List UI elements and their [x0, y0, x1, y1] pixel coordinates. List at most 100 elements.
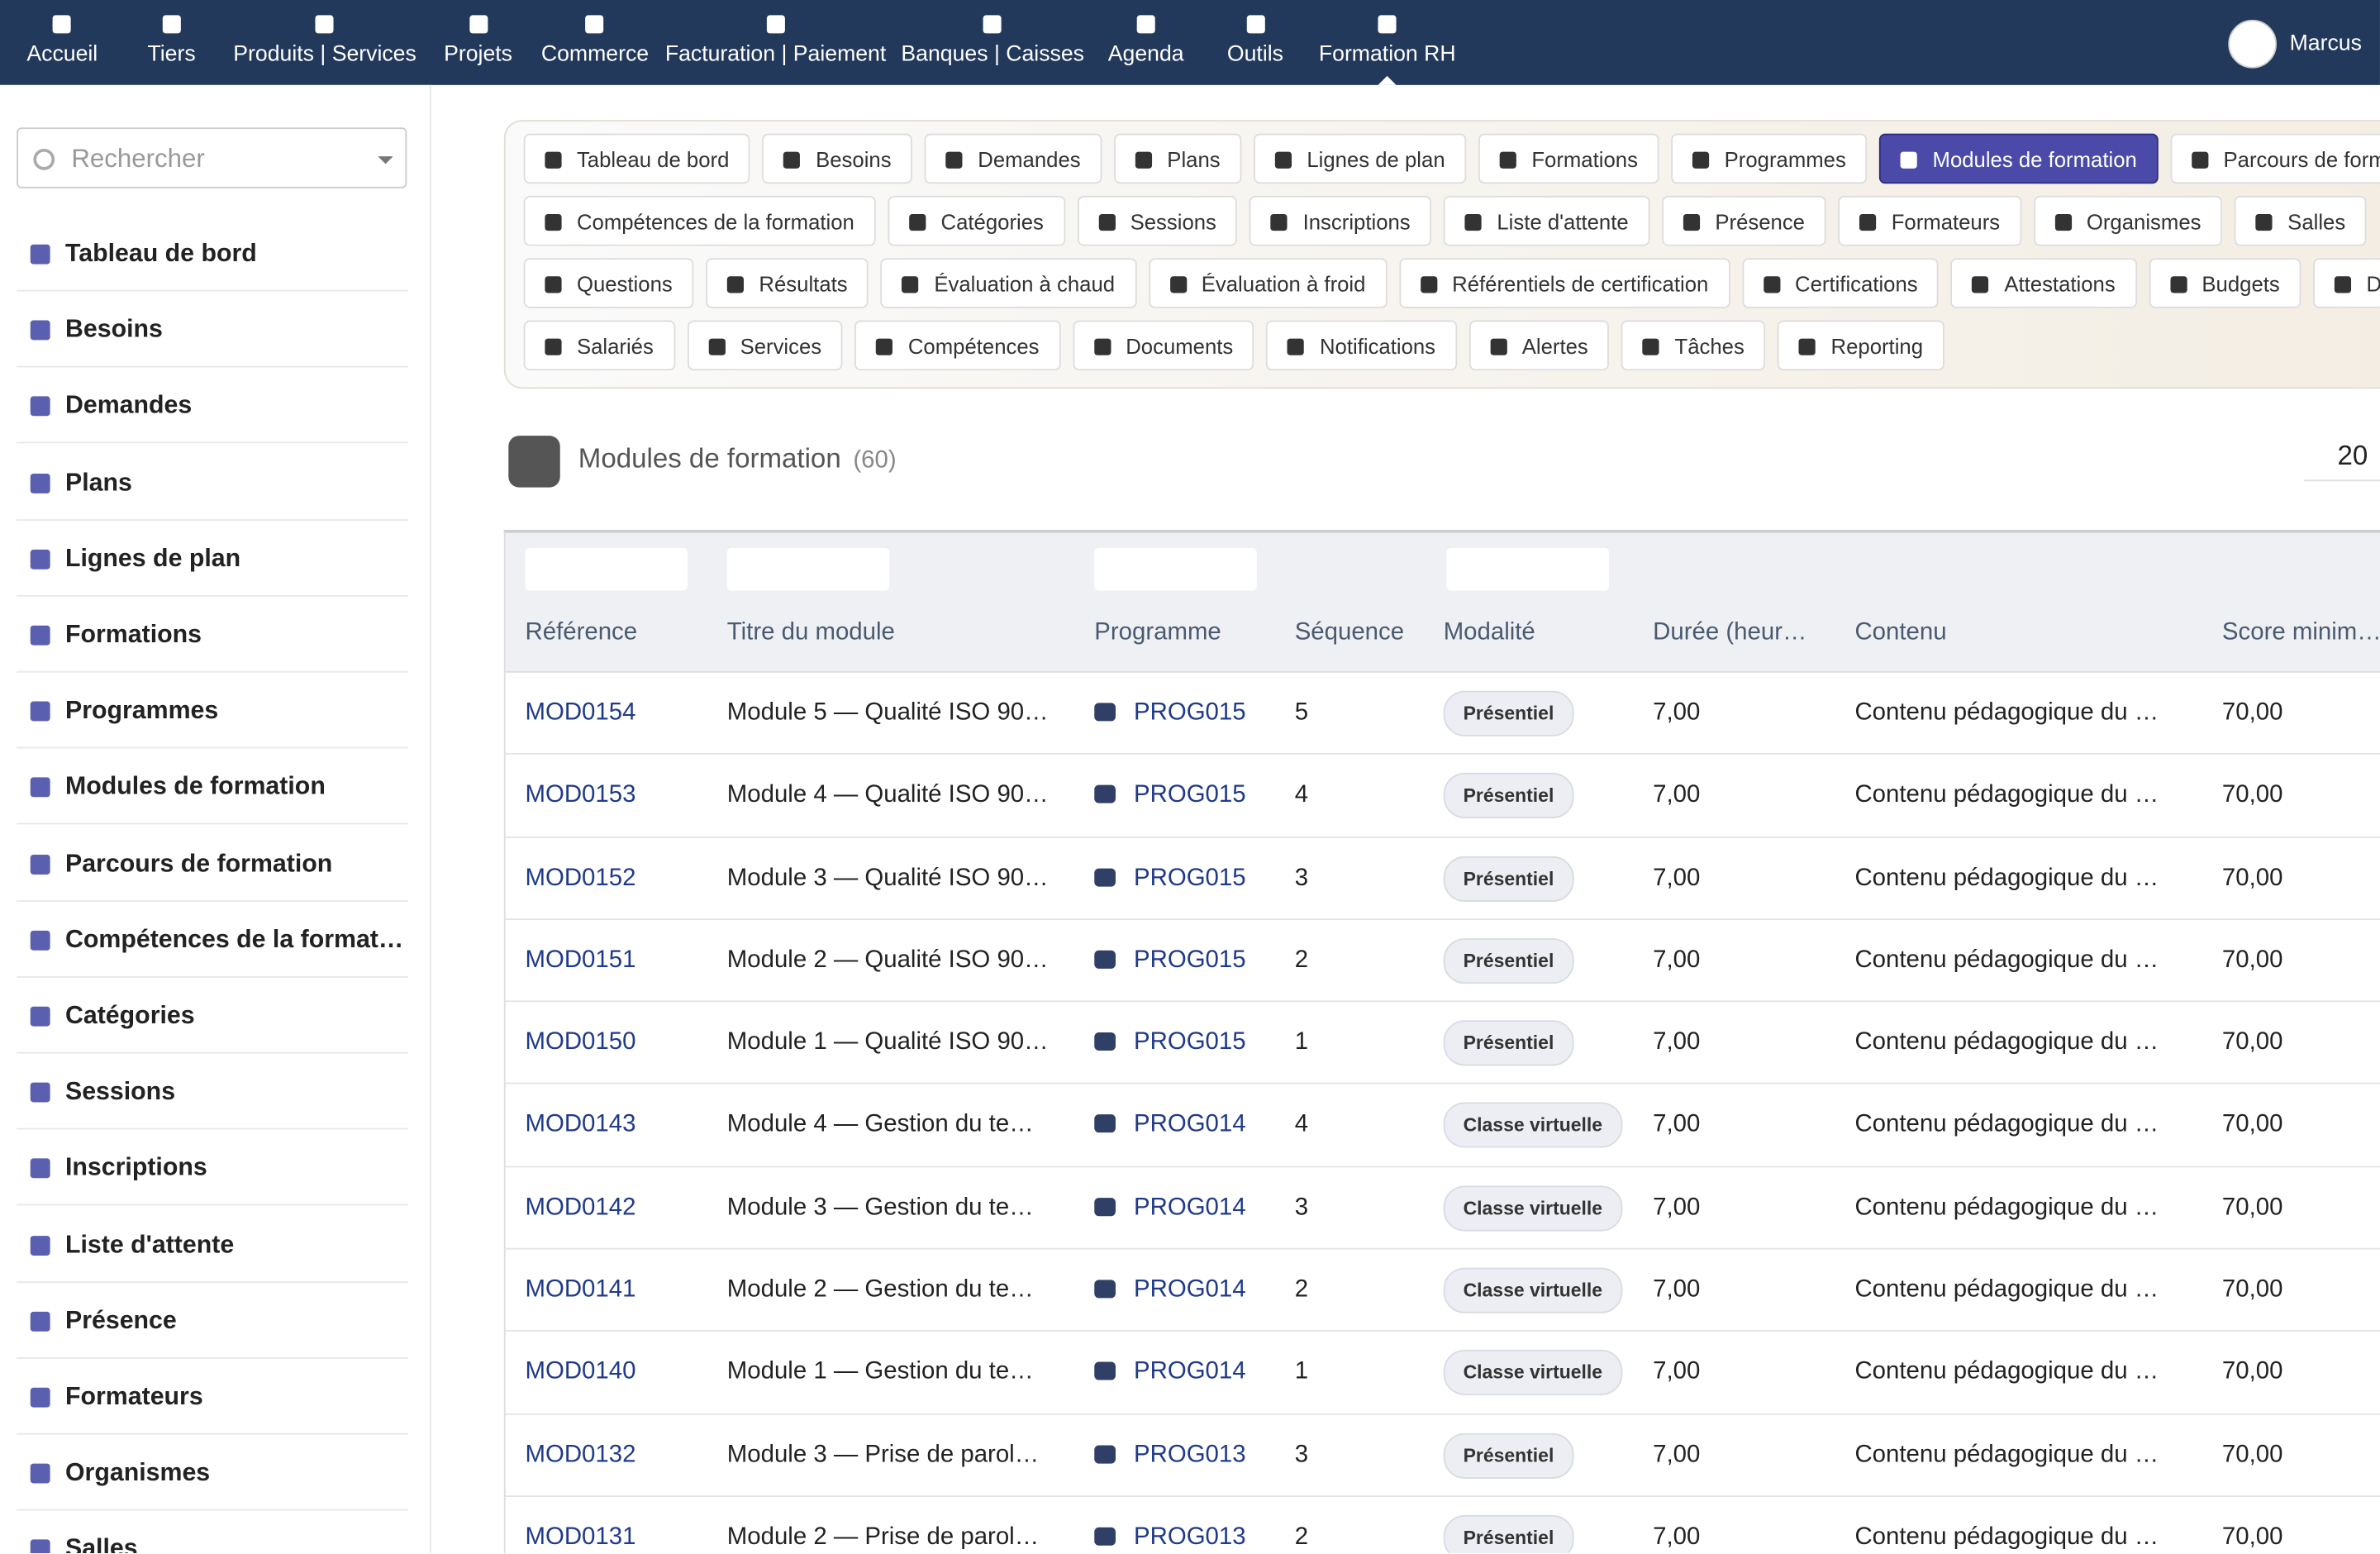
table-row[interactable]: MOD0151 Module 2 — Qualité ISO 90… PROG015…: [505, 920, 2380, 1003]
column-header[interactable]: Score minim…: [2221, 619, 2380, 646]
tab-button[interactable]: Organismes: [2033, 195, 2223, 246]
column-header[interactable]: Séquence: [1294, 619, 1405, 646]
tab-button[interactable]: Alertes: [1468, 320, 1610, 371]
column-filter[interactable]: [726, 548, 890, 591]
nav-label[interactable]: Projets: [444, 42, 513, 67]
sidebar-item[interactable]: Parcours de formation: [17, 825, 409, 902]
tab-button[interactable]: Dépenses: [2313, 258, 2380, 308]
nav-item[interactable]: Produits | Services: [233, 12, 416, 67]
reference-link[interactable]: MOD0142: [525, 1194, 636, 1221]
program-link[interactable]: PROG013: [1134, 1523, 1246, 1551]
search-box[interactable]: Rechercher: [17, 127, 407, 188]
reference-link[interactable]: MOD0132: [525, 1442, 636, 1468]
column-header[interactable]: Contenu: [1854, 619, 1947, 646]
column-filter[interactable]: [525, 548, 688, 591]
column-header[interactable]: Programme: [1094, 619, 1221, 646]
sidebar-item[interactable]: Compétences de la formati…: [17, 902, 409, 978]
reference-link[interactable]: MOD0141: [525, 1276, 636, 1304]
tab-button[interactable]: Programmes: [1671, 133, 1868, 184]
tab-button[interactable]: Référentiels de certification: [1398, 258, 1730, 308]
reference-link[interactable]: MOD0131: [525, 1523, 636, 1551]
program-link[interactable]: PROG015: [1134, 1029, 1246, 1056]
sidebar-item[interactable]: Liste d'attente: [17, 1206, 409, 1283]
sidebar-item[interactable]: Présence: [17, 1283, 409, 1359]
program-link[interactable]: PROG014: [1134, 1359, 1246, 1385]
tab-button[interactable]: Présence: [1662, 195, 1826, 246]
column-filter[interactable]: [1094, 548, 1257, 591]
nav-label[interactable]: Facturation | Paiement: [664, 42, 887, 67]
nav-label[interactable]: Agenda: [1107, 42, 1184, 67]
tab-button[interactable]: Reporting: [1778, 320, 1944, 371]
sidebar-item[interactable]: Catégories: [17, 978, 409, 1054]
reference-link[interactable]: MOD0154: [525, 699, 636, 726]
table-row[interactable]: MOD0141 Module 2 — Gestion du te… PROG014 2…: [505, 1250, 2380, 1332]
tab-button[interactable]: Services: [687, 320, 843, 371]
tab-button[interactable]: Budgets: [2149, 258, 2301, 308]
sidebar-item[interactable]: Programmes: [17, 673, 409, 749]
tab-button[interactable]: Documents: [1072, 320, 1255, 371]
table-row[interactable]: MOD0154 Module 5 — Qualité ISO 90… PROG015…: [505, 673, 2380, 756]
column-filter[interactable]: [1446, 548, 1609, 591]
program-link[interactable]: PROG014: [1134, 1276, 1246, 1304]
tab-button[interactable]: Tableau de bord: [523, 133, 751, 184]
tab-button[interactable]: Modules de formation: [1879, 133, 2159, 184]
table-row[interactable]: MOD0152 Module 3 — Qualité ISO 90… PROG015…: [505, 837, 2380, 920]
nav-label[interactable]: Banques | Caisses: [901, 42, 1084, 67]
nav-label[interactable]: Commerce: [540, 42, 650, 67]
sidebar-item[interactable]: Formations: [17, 597, 409, 673]
program-link[interactable]: PROG014: [1134, 1194, 1246, 1221]
tab-button[interactable]: Formateurs: [1838, 195, 2021, 246]
tab-button[interactable]: Notifications: [1266, 320, 1457, 371]
tab-button[interactable]: Formations: [1478, 133, 1659, 184]
table-row[interactable]: MOD0140 Module 1 — Gestion du te… PROG014 1…: [505, 1332, 2380, 1415]
sidebar-item[interactable]: Salles: [17, 1511, 408, 1553]
nav-label[interactable]: Outils: [1226, 42, 1284, 67]
nav-label[interactable]: Tiers: [147, 42, 196, 67]
user-name[interactable]: Marcus: [2289, 31, 2362, 56]
nav-item[interactable]: Accueil: [26, 12, 98, 67]
tab-button[interactable]: Évaluation à chaud: [881, 258, 1136, 308]
column-header[interactable]: Durée (heur…: [1653, 619, 1807, 646]
tab-button[interactable]: Demandes: [924, 133, 1102, 184]
nav-item[interactable]: Projets: [444, 12, 512, 67]
nav-label[interactable]: Formation RH: [1318, 42, 1456, 67]
table-row[interactable]: MOD0132 Module 3 — Prise de parol… PROG013…: [505, 1414, 2380, 1497]
table-row[interactable]: MOD0153 Module 4 — Qualité ISO 90… PROG015…: [505, 755, 2380, 838]
program-link[interactable]: PROG014: [1134, 1112, 1246, 1138]
reference-link[interactable]: MOD0140: [525, 1359, 636, 1385]
sidebar-item[interactable]: Demandes: [17, 368, 409, 445]
nav-item[interactable]: Formation RH: [1318, 12, 1456, 85]
tab-button[interactable]: Lignes de plan: [1254, 133, 1467, 184]
tab-button[interactable]: Compétences: [854, 320, 1061, 371]
tab-button[interactable]: Évaluation à froid: [1148, 258, 1388, 308]
reference-link[interactable]: MOD0151: [525, 946, 636, 974]
table-row[interactable]: MOD0131 Module 2 — Prise de parol… PROG013…: [506, 1497, 2380, 1553]
tab-button[interactable]: Sessions: [1077, 195, 1238, 246]
nav-item[interactable]: Tiers: [147, 12, 196, 67]
tab-button[interactable]: Tâches: [1621, 320, 1766, 371]
table-row[interactable]: MOD0143 Module 4 — Gestion du te… PROG014 4…: [505, 1084, 2380, 1168]
nav-item[interactable]: Commerce: [541, 12, 649, 67]
program-link[interactable]: PROG015: [1134, 782, 1246, 808]
tab-button[interactable]: Attestations: [1951, 258, 2137, 308]
user-menu[interactable]: Marcus: [2229, 19, 2362, 69]
nav-item[interactable]: Outils: [1227, 12, 1283, 67]
nav-label[interactable]: Produits | Services: [233, 42, 416, 67]
sidebar-item[interactable]: Tableau de bord: [17, 216, 409, 292]
tab-button[interactable]: Catégories: [888, 195, 1065, 246]
program-link[interactable]: PROG015: [1134, 865, 1246, 891]
reference-link[interactable]: MOD0153: [525, 782, 636, 808]
tab-button[interactable]: Compétences de la formation: [523, 195, 876, 246]
sidebar-item[interactable]: Organismes: [17, 1435, 409, 1511]
sidebar-item[interactable]: Inscriptions: [17, 1130, 409, 1207]
sidebar-item[interactable]: Besoins: [17, 292, 409, 368]
program-link[interactable]: PROG015: [1134, 699, 1246, 726]
nav-item[interactable]: Banques | Caisses: [901, 12, 1084, 67]
tab-button[interactable]: Inscriptions: [1250, 195, 1432, 246]
sidebar-item[interactable]: Formateurs: [17, 1359, 409, 1435]
tab-button[interactable]: Plans: [1114, 133, 1242, 184]
sidebar-item[interactable]: Sessions: [17, 1054, 409, 1130]
table-row[interactable]: MOD0150 Module 1 — Qualité ISO 90… PROG015…: [505, 1003, 2380, 1085]
sidebar-item[interactable]: Plans: [17, 444, 409, 521]
nav-item[interactable]: Facturation | Paiement: [665, 12, 886, 67]
